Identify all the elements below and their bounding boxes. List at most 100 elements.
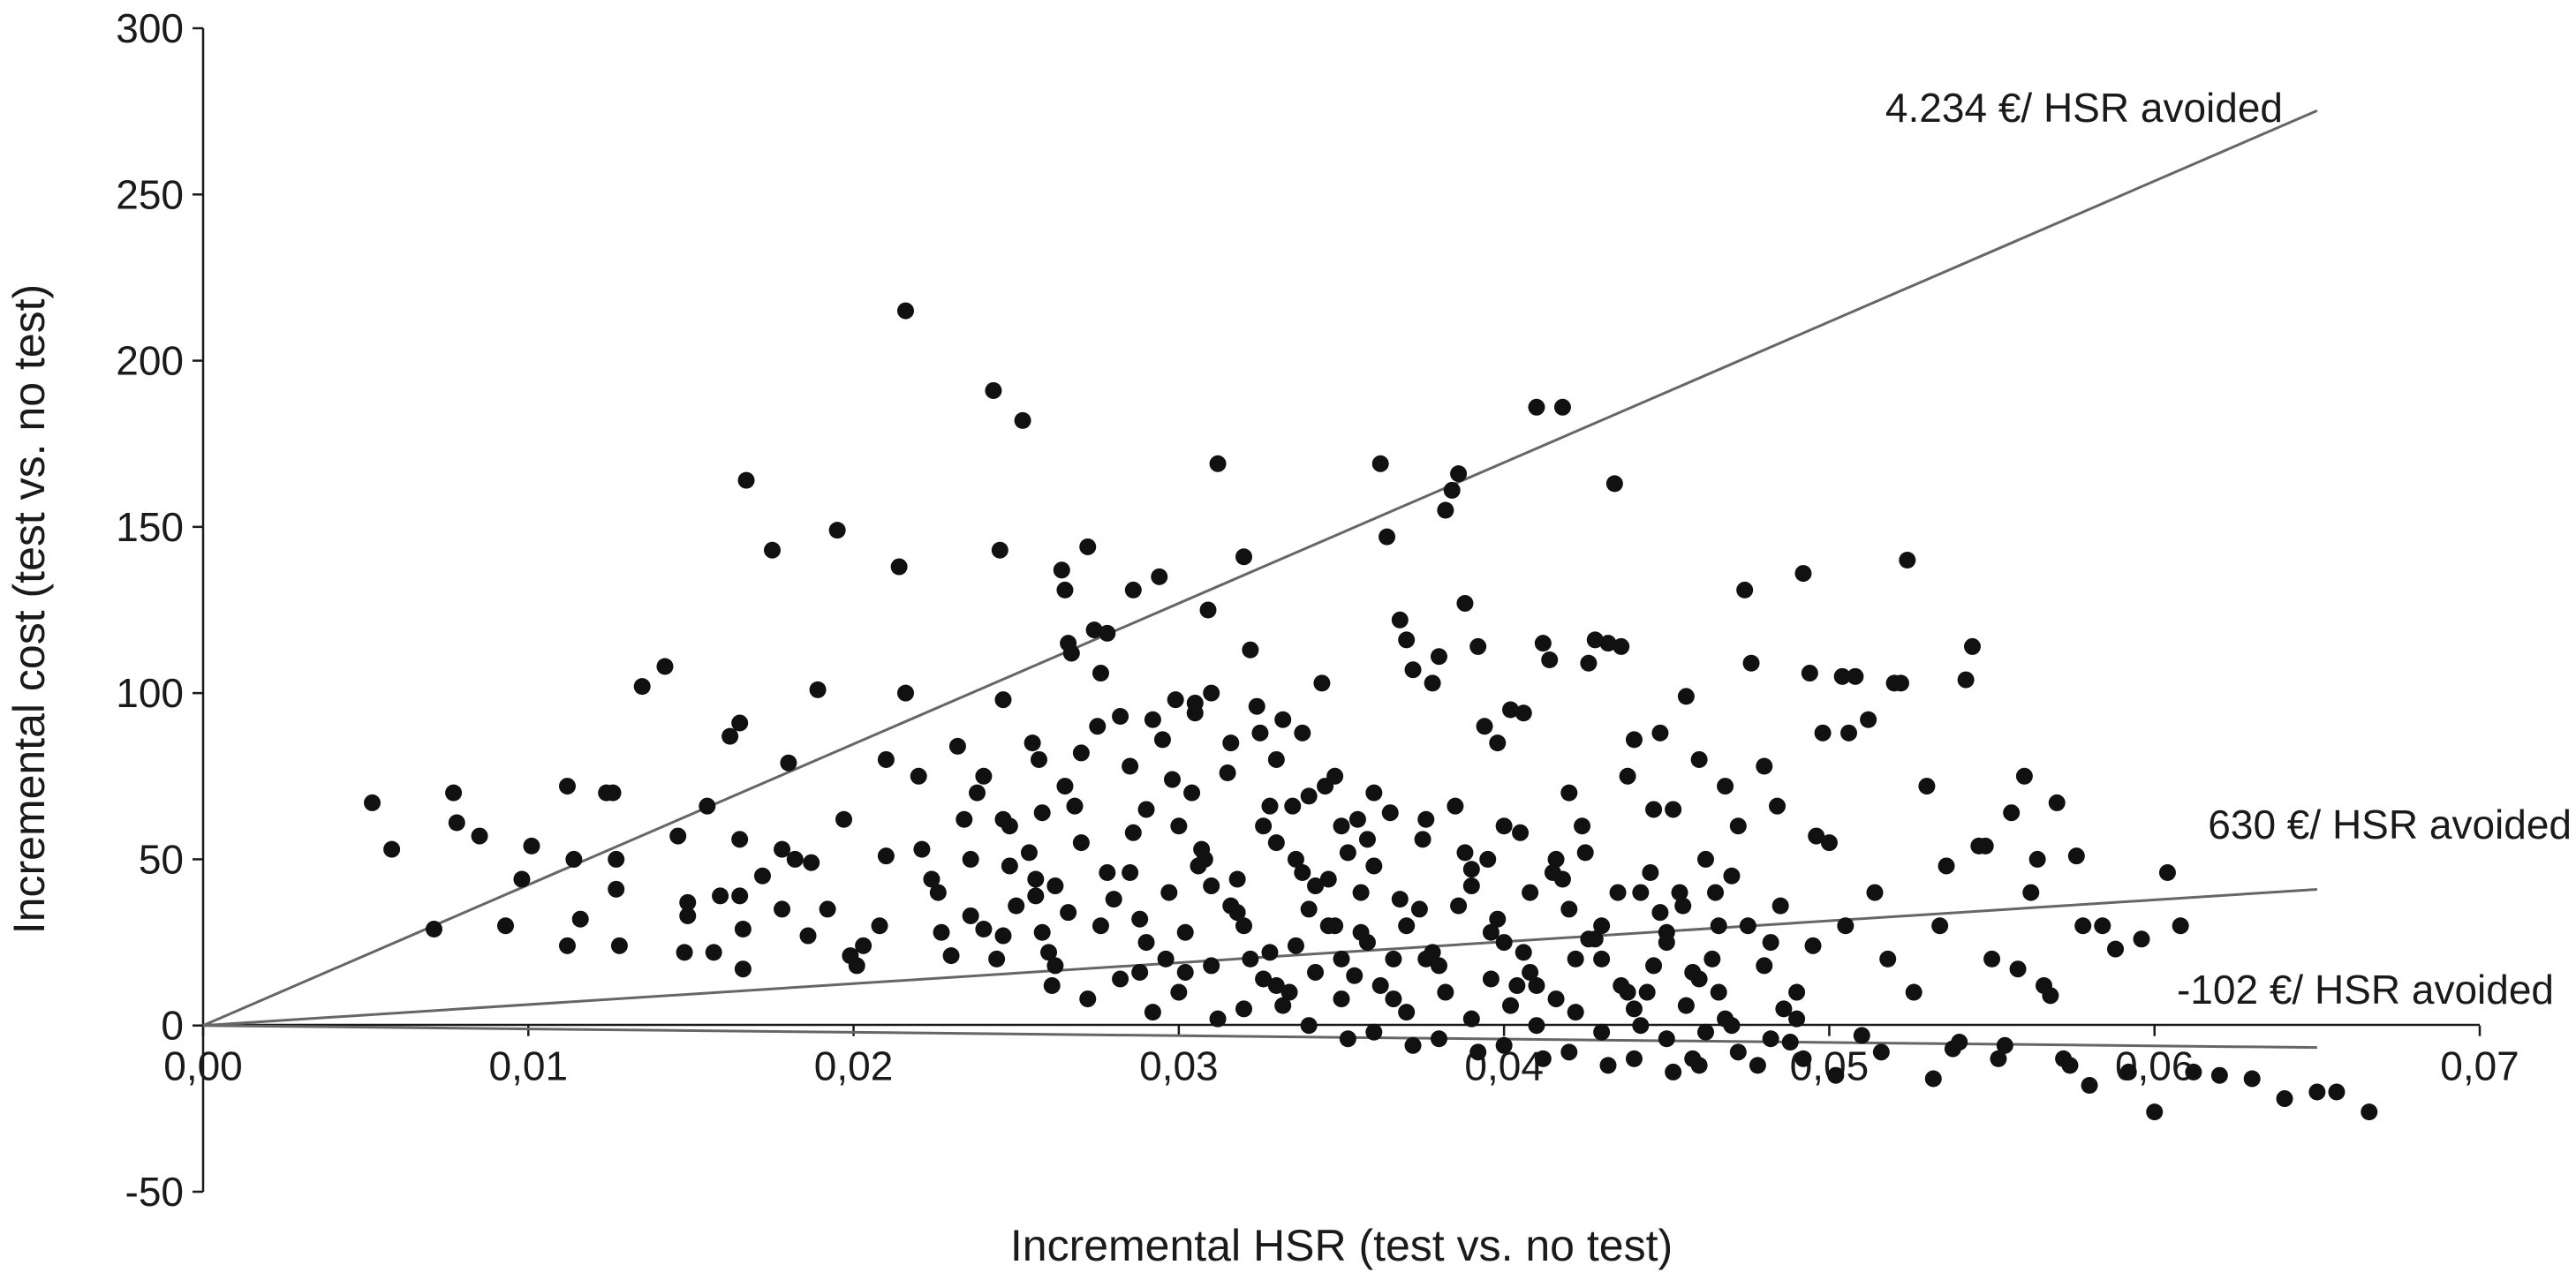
data-point [1033, 804, 1051, 822]
data-point [1209, 1010, 1227, 1028]
data-point [1261, 797, 1279, 815]
data-point [809, 681, 827, 698]
data-point [1333, 817, 1350, 835]
data-point [1696, 1023, 1714, 1041]
data-point [2028, 850, 2046, 868]
data-point [1462, 877, 1480, 895]
data-point [948, 737, 966, 755]
data-point [1176, 923, 1194, 941]
data-point [1560, 900, 1578, 918]
data-point [1040, 944, 1058, 961]
data-point [1144, 711, 1161, 728]
data-point [2094, 917, 2111, 935]
data-point [699, 797, 716, 815]
data-point [1228, 904, 1246, 922]
data-point [2009, 960, 2027, 978]
data-point [608, 880, 625, 898]
data-point [994, 810, 1012, 828]
x-tick-label: 0,00 [163, 1043, 243, 1089]
data-point [1658, 923, 1675, 941]
data-point [1160, 884, 1178, 901]
data-point [1775, 1000, 1793, 1018]
data-point [2107, 940, 2125, 958]
data-point [1690, 1057, 1708, 1074]
data-point [994, 927, 1012, 945]
data-points [364, 302, 2378, 1121]
data-point [1033, 923, 1051, 941]
data-point [633, 678, 651, 696]
data-point [975, 767, 993, 785]
data-point [2061, 1057, 2079, 1074]
data-point [1502, 997, 1520, 1014]
data-point [1769, 797, 1787, 815]
data-point [364, 794, 381, 811]
data-point [1762, 1030, 1779, 1048]
data-point [1736, 581, 1754, 599]
data-point [896, 302, 914, 320]
y-tick-label: -50 [125, 1169, 184, 1215]
data-point [1085, 621, 1103, 639]
data-point [734, 921, 752, 938]
data-point [656, 658, 674, 675]
data-point [1170, 817, 1188, 835]
data-point [1443, 481, 1461, 499]
data-point [2074, 917, 2092, 935]
data-point [610, 937, 628, 954]
data-point [969, 784, 986, 802]
data-point [929, 884, 947, 901]
data-point [991, 541, 1008, 559]
data-point [1957, 671, 1975, 689]
data-point [1794, 565, 1812, 583]
data-point [1522, 884, 1539, 901]
data-point [985, 381, 1002, 399]
x-tick-label: 0,02 [814, 1043, 894, 1089]
data-point [1522, 963, 1539, 981]
data-point [2048, 794, 2066, 811]
data-point [1199, 601, 1217, 619]
data-point [1658, 1030, 1675, 1048]
data-point [1398, 1004, 1416, 1021]
data-point [1242, 950, 1259, 968]
data-point [1053, 561, 1070, 579]
data-point [571, 910, 589, 928]
data-point [1469, 1043, 1487, 1061]
data-point [1122, 863, 1139, 881]
data-point [1567, 1004, 1584, 1021]
data-point [1300, 900, 1318, 918]
data-point [1892, 674, 1909, 692]
data-point [1860, 711, 1877, 728]
data-point [1089, 718, 1107, 735]
data-point [1365, 1023, 1383, 1041]
data-point [1137, 801, 1155, 818]
data-point [1398, 631, 1416, 649]
data-point [712, 887, 729, 905]
data-point [1151, 568, 1168, 585]
data-point [1547, 990, 1565, 1008]
data-point [1599, 635, 1617, 652]
data-point [1317, 778, 1334, 795]
data-point [1001, 857, 1018, 875]
data-point [1079, 990, 1097, 1008]
data-point [1307, 963, 1325, 981]
data-point [780, 754, 797, 772]
data-point [1528, 398, 1545, 416]
data-point [1186, 704, 1204, 722]
data-point [1437, 983, 1454, 1001]
data-point [1267, 750, 1285, 768]
data-point [1814, 724, 1832, 742]
data-point [1899, 552, 1916, 569]
data-point [1482, 923, 1500, 941]
data-point [558, 778, 576, 795]
data-point [1938, 857, 1955, 875]
data-point [1625, 1000, 1643, 1018]
y-axis-label: Incremental cost (test vs. no test) [4, 284, 54, 934]
data-point [1749, 1057, 1766, 1074]
data-point [1417, 810, 1435, 828]
data-point [1092, 665, 1109, 682]
data-point [448, 814, 465, 832]
data-point [1586, 631, 1604, 649]
data-point [1684, 963, 1702, 981]
data-point [1385, 950, 1402, 968]
data-point [1099, 624, 1116, 642]
data-point [1430, 1030, 1447, 1048]
